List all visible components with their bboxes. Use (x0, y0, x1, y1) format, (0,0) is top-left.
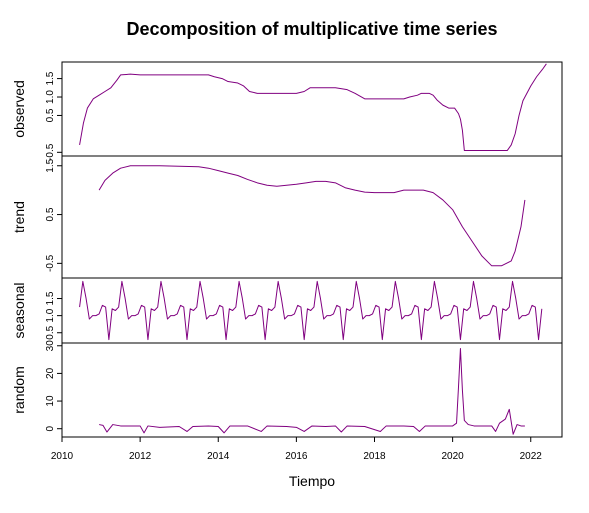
panels-group: -0.5 0.5 1.0 1.5 observed -0.5 0.5 1.5 trend 0.5 1… (11, 61, 563, 438)
x-tick-label: 2022 (520, 451, 543, 462)
y-tick-label-observed: 1.5 (45, 71, 56, 85)
y-tick-label-observed: 0.5 (45, 108, 56, 122)
series-line-trend (98, 165, 526, 267)
panel-frame-observed (61, 61, 563, 157)
panel-seasonal: 0.5 1.0 1.5 seasonal (11, 277, 563, 344)
y-tick-label-observed: -0.5 (45, 143, 56, 161)
y-tick-label-observed: 1.0 (45, 90, 56, 104)
panel-trend: -0.5 0.5 1.5 trend (11, 155, 563, 279)
series-line-seasonal (79, 280, 543, 341)
y-axis-label-trend: trend (11, 201, 27, 233)
y-tick-label-seasonal: 0.5 (45, 325, 56, 339)
x-tick-label: 2016 (285, 451, 308, 462)
x-tick-label: 2014 (207, 451, 230, 462)
y-axis-label-random: random (11, 366, 27, 413)
y-tick-label-random: 30 (45, 340, 56, 352)
y-tick-label-random: 20 (45, 367, 56, 379)
x-axis-label: Tiempo (289, 473, 335, 489)
chart-title: Decomposition of multiplicative time ser… (126, 19, 497, 39)
panel-random: 0 10 20 30 random (11, 340, 563, 438)
series-line-observed (79, 63, 547, 151)
x-tick-label: 2018 (363, 451, 386, 462)
y-tick-label-random: 0 (45, 425, 56, 431)
x-tick-label: 2010 (51, 451, 74, 462)
y-tick-label-seasonal: 1.0 (45, 308, 56, 322)
x-tick-label: 2012 (129, 451, 152, 462)
y-tick-label-trend: 1.5 (45, 158, 56, 172)
y-axis-label-seasonal: seasonal (11, 282, 27, 338)
y-tick-label-random: 10 (45, 395, 56, 407)
y-tick-label-trend: 0.5 (45, 207, 56, 221)
series-line-random (99, 348, 525, 435)
x-tick-label: 2020 (442, 451, 465, 462)
panel-observed: -0.5 0.5 1.0 1.5 observed (11, 61, 563, 161)
panel-frame-seasonal (61, 277, 563, 344)
y-tick-label-trend: -0.5 (45, 254, 56, 272)
panel-frame-random (61, 342, 563, 438)
panel-frame-trend (61, 155, 563, 279)
x-axis: 2010 2012 2014 2016 2018 2020 2022 (51, 436, 543, 462)
y-axis-label-observed: observed (11, 80, 27, 138)
y-tick-label-seasonal: 1.5 (45, 291, 56, 305)
